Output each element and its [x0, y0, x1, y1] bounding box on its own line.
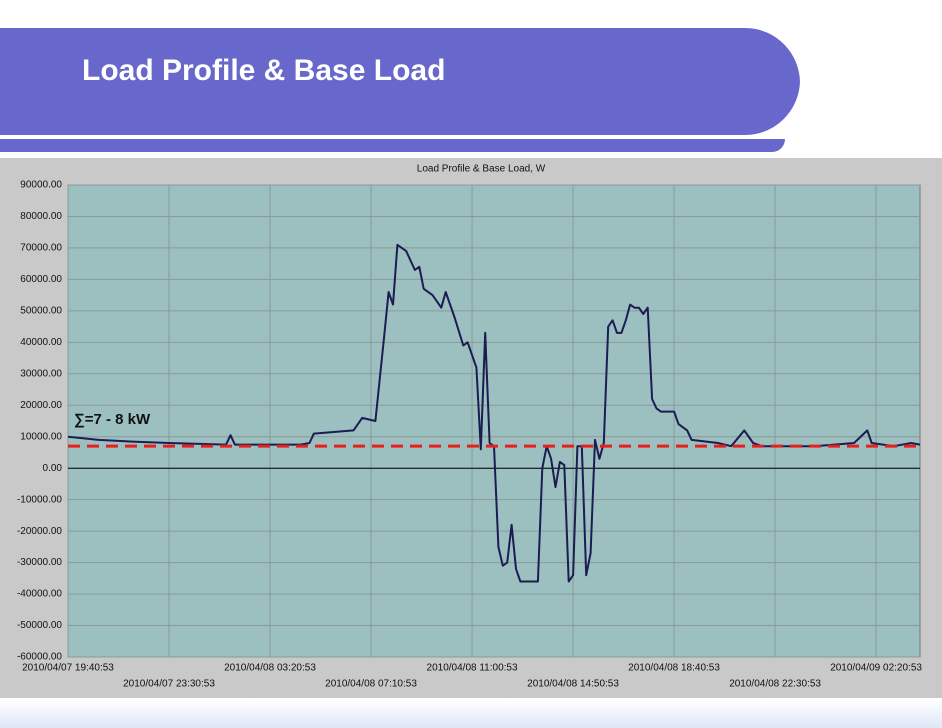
footer-band — [0, 700, 942, 728]
y-tick-label: -20000.00 — [17, 526, 62, 537]
y-tick-label: -10000.00 — [17, 494, 62, 505]
x-tick-label: 2010/04/08 22:30:53 — [729, 679, 821, 690]
y-tick-label: 90000.00 — [20, 180, 62, 191]
y-tick-label: 70000.00 — [20, 243, 62, 254]
title-underband — [0, 139, 785, 152]
plot-area — [67, 184, 921, 658]
y-tick-label: -30000.00 — [17, 557, 62, 568]
title-banner — [0, 28, 800, 135]
y-tick-label: 0.00 — [43, 463, 63, 474]
x-tick-label: 2010/04/07 23:30:53 — [123, 679, 215, 690]
y-tick-label: 60000.00 — [20, 274, 62, 285]
y-tick-label: 80000.00 — [20, 211, 62, 222]
x-tick-label: 2010/04/08 11:00:53 — [427, 663, 518, 674]
y-tick-label: 30000.00 — [20, 368, 62, 379]
x-tick-label: 2010/04/09 02:20:53 — [830, 663, 922, 674]
x-tick-label: 2010/04/08 18:40:53 — [628, 663, 720, 674]
y-tick-label: 40000.00 — [20, 337, 62, 348]
y-tick-label: -60000.00 — [17, 652, 62, 663]
x-tick-label: 2010/04/08 03:20:53 — [224, 663, 316, 674]
chart: 90000.00 80000.00 70000.00 60000.00 50000.00… — [17, 180, 922, 690]
slide-title: Load Profile & Base Load — [82, 54, 445, 87]
load-line — [67, 243, 921, 583]
x-tick-label: 2010/04/08 07:10:53 — [325, 679, 417, 690]
y-tick-label: -40000.00 — [17, 589, 62, 600]
y-tick-label: 10000.00 — [20, 431, 62, 442]
y-tick-label: 50000.00 — [20, 306, 62, 317]
y-tick-label: -50000.00 — [17, 620, 62, 631]
x-tick-label: 2010/04/08 14:50:53 — [527, 679, 619, 690]
y-tick-label: 20000.00 — [20, 400, 62, 411]
base-load-label: ∑=7 - 8 kW — [74, 411, 151, 428]
x-tick-label: 2010/04/07 19:40:53 — [22, 663, 114, 674]
chart-title: Load Profile & Base Load, W — [417, 164, 546, 175]
